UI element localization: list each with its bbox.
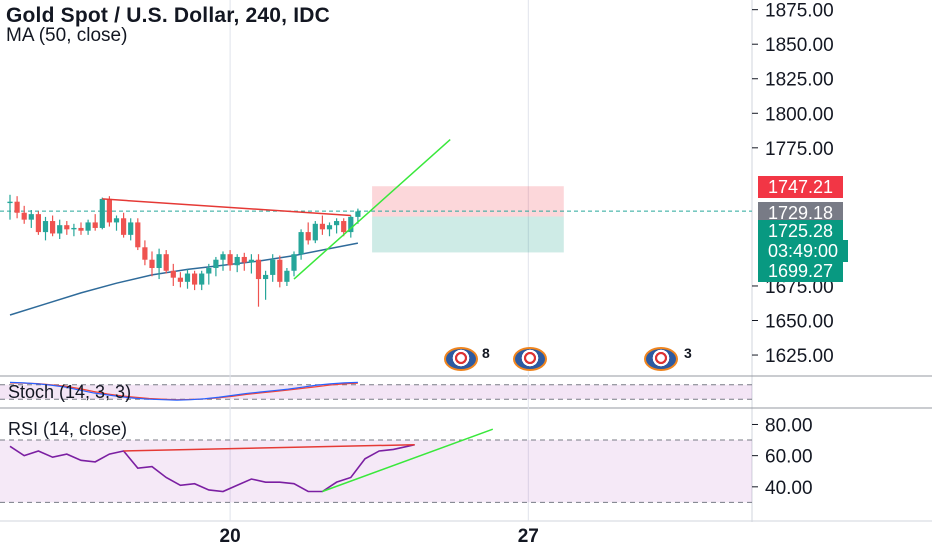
price-tick-label: 1775.00 [765, 139, 834, 160]
resistance-trendline[interactable] [102, 198, 351, 217]
candle[interactable] [241, 256, 247, 263]
candle[interactable] [277, 259, 283, 282]
event-count: 3 [684, 345, 692, 361]
candle[interactable] [64, 225, 70, 230]
take-profit-price-tag: 1699.27 [758, 260, 844, 282]
candle[interactable] [220, 254, 226, 260]
event-count: 8 [482, 345, 490, 361]
candle[interactable] [42, 221, 49, 233]
candle[interactable] [99, 198, 105, 228]
candle[interactable] [57, 225, 63, 234]
us-flag-event-icon[interactable] [444, 347, 478, 371]
candle[interactable] [298, 232, 304, 255]
bar-countdown-tag: 03:49:00 [758, 240, 849, 262]
candle[interactable] [270, 259, 276, 275]
candle[interactable] [28, 214, 34, 220]
candle[interactable] [305, 232, 311, 241]
price-tick-label: 1875.00 [765, 1, 834, 22]
candle[interactable] [121, 218, 127, 235]
candle[interactable] [312, 223, 318, 241]
candle[interactable] [213, 259, 219, 269]
candle[interactable] [199, 273, 205, 285]
rsi-tick-label: 40.00 [765, 478, 813, 499]
candle[interactable] [291, 254, 297, 271]
us-flag-event-icon[interactable] [513, 347, 547, 371]
last-price-tag: 1729.18 [758, 202, 844, 224]
rsi-legend[interactable]: RSI (14, close) [8, 419, 128, 439]
candle[interactable] [85, 222, 91, 231]
rsi-resistance-trendline[interactable] [123, 443, 415, 452]
candle[interactable] [334, 221, 340, 226]
ma-legend[interactable]: MA (50, close) [6, 25, 128, 46]
candle[interactable] [50, 221, 56, 234]
candle[interactable] [156, 254, 162, 269]
rsi-support-trendline[interactable] [322, 428, 494, 493]
candle[interactable] [248, 259, 254, 263]
candle[interactable] [21, 212, 27, 220]
price-tick-label: 1675.00 [765, 277, 834, 298]
candle[interactable] [92, 222, 98, 228]
stop-loss-price-tag: 1747.21 [758, 176, 844, 198]
rsi-tick-label: 60.00 [765, 447, 813, 468]
candle[interactable] [341, 221, 347, 233]
candle[interactable] [355, 211, 361, 217]
candle[interactable] [71, 227, 77, 230]
candle[interactable] [184, 273, 191, 282]
candle[interactable] [7, 201, 13, 204]
candle[interactable] [78, 227, 84, 231]
stoch-legend[interactable]: Stoch (14, 3, 3) [8, 382, 132, 402]
price-tick-label: 1800.00 [765, 104, 834, 125]
candle[interactable] [113, 218, 120, 223]
time-tick-label: 27 [518, 526, 539, 547]
rsi-line[interactable] [9, 443, 415, 493]
price-tick-label: 1825.00 [765, 70, 834, 91]
rsi-tick-label: 80.00 [765, 415, 813, 436]
candle[interactable] [284, 270, 290, 282]
candle[interactable] [255, 259, 262, 280]
moving-average-line[interactable] [9, 242, 359, 316]
candle[interactable] [135, 222, 141, 248]
time-tick-label: 20 [220, 526, 241, 547]
candle[interactable] [35, 214, 41, 233]
candle[interactable] [206, 268, 212, 274]
support-trendline[interactable] [293, 138, 451, 280]
symbol-title[interactable]: Gold Spot / U.S. Dollar, 240, IDC [6, 4, 330, 27]
candle[interactable] [142, 247, 148, 260]
candle[interactable] [14, 201, 20, 213]
candle[interactable] [326, 225, 333, 230]
price-tick-label: 1650.00 [765, 312, 834, 333]
us-flag-event-icon[interactable] [644, 347, 678, 371]
candle[interactable] [170, 270, 176, 278]
price-tick-label: 1850.00 [765, 35, 834, 56]
candle[interactable] [234, 256, 240, 266]
candle[interactable] [106, 198, 112, 223]
candle[interactable] [177, 277, 183, 282]
stoch-band [0, 384, 752, 400]
candle[interactable] [319, 223, 325, 230]
price-tick-label: 1625.00 [765, 346, 834, 367]
candle[interactable] [263, 274, 269, 280]
take-profit-zone[interactable] [372, 216, 564, 253]
candle[interactable] [128, 222, 134, 235]
candle[interactable] [227, 254, 233, 266]
candle[interactable] [149, 259, 155, 269]
entry-price-tag: 1725.28 [758, 220, 844, 242]
candle[interactable] [192, 273, 198, 285]
stop-loss-zone[interactable] [372, 186, 564, 217]
candle[interactable] [163, 254, 169, 271]
candle[interactable] [348, 216, 354, 233]
stoch-k-line[interactable] [9, 381, 358, 401]
